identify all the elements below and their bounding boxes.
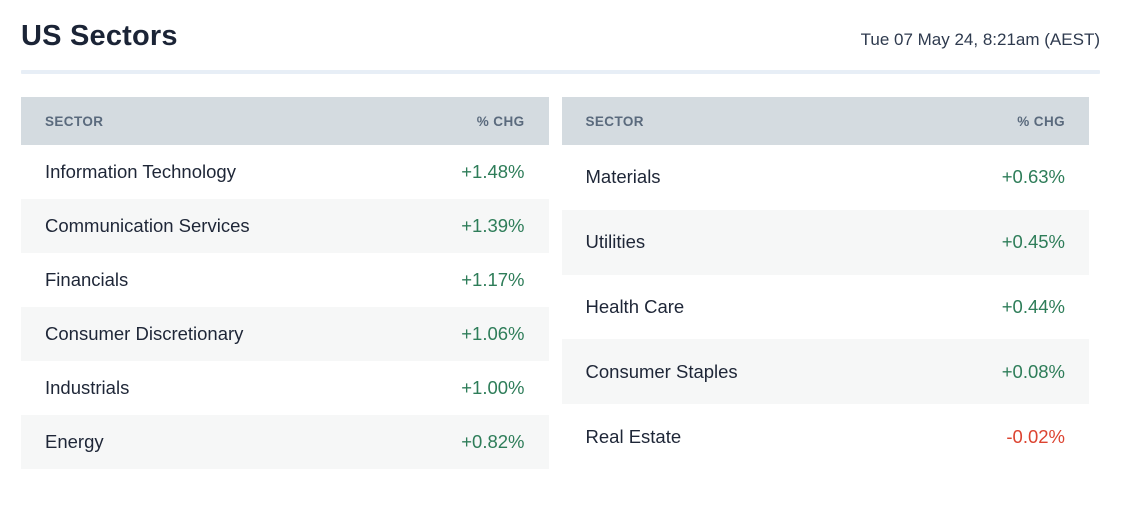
column-header-chg: % CHG bbox=[348, 97, 549, 145]
sector-change: +0.08% bbox=[1001, 360, 1065, 382]
sector-table-left: SECTOR % CHG Information Technology +1.4… bbox=[21, 97, 549, 469]
sector-change: +1.00% bbox=[461, 377, 525, 398]
table-row: Energy +0.82% bbox=[21, 415, 549, 469]
us-sectors-widget: US Sectors Tue 07 May 24, 8:21am (AEST) … bbox=[0, 20, 1128, 469]
sector-change: +1.17% bbox=[461, 269, 525, 290]
sector-name: Consumer Discretionary bbox=[45, 323, 244, 344]
sector-table-right: SECTOR % CHG Materials +0.63% Utilities … bbox=[561, 97, 1090, 469]
table-row: Industrials +1.00% bbox=[21, 361, 549, 415]
page-title: US Sectors bbox=[21, 20, 178, 52]
sector-change: +1.06% bbox=[461, 323, 525, 344]
table-row: Consumer Discretionary +1.06% bbox=[21, 307, 549, 361]
table-row: Health Care +0.44% bbox=[562, 275, 1090, 340]
table-row: Communication Services +1.39% bbox=[21, 199, 549, 253]
column-header-sector: SECTOR bbox=[21, 97, 349, 145]
sector-change: -0.02% bbox=[1006, 425, 1065, 447]
column-header-sector: SECTOR bbox=[561, 97, 889, 145]
table-row: Information Technology +1.48% bbox=[21, 145, 549, 199]
sector-name: Communication Services bbox=[45, 215, 250, 236]
sector-change: +1.48% bbox=[461, 161, 525, 182]
sector-name: Energy bbox=[45, 431, 104, 452]
sector-name: Consumer Staples bbox=[585, 360, 738, 382]
table-header-row: SECTOR % CHG bbox=[21, 97, 549, 145]
header-bar: US Sectors Tue 07 May 24, 8:21am (AEST) bbox=[0, 20, 1128, 53]
timestamp: Tue 07 May 24, 8:21am (AEST) bbox=[860, 30, 1100, 49]
sector-change: +0.63% bbox=[1001, 166, 1065, 188]
table-row: Real Estate -0.02% bbox=[562, 404, 1090, 469]
sector-tables: SECTOR % CHG Information Technology +1.4… bbox=[21, 97, 1089, 469]
sector-name: Materials bbox=[585, 166, 661, 188]
table-row: Utilities +0.45% bbox=[561, 209, 1089, 275]
column-header-chg: % CHG bbox=[888, 97, 1089, 145]
sector-name: Financials bbox=[45, 269, 129, 290]
sector-change: +0.45% bbox=[1001, 231, 1065, 253]
sector-name: Utilities bbox=[585, 231, 646, 253]
sector-change: +0.44% bbox=[1001, 295, 1065, 317]
sector-change: +0.82% bbox=[461, 431, 525, 452]
table-row: Financials +1.17% bbox=[21, 253, 549, 307]
sector-name: Real Estate bbox=[585, 425, 682, 447]
sector-name: Industrials bbox=[45, 377, 130, 398]
table-row: Materials +0.63% bbox=[562, 145, 1090, 210]
sector-name: Information Technology bbox=[45, 161, 236, 182]
table-header-row: SECTOR % CHG bbox=[561, 97, 1089, 145]
header-divider bbox=[21, 70, 1100, 74]
sector-change: +1.39% bbox=[461, 215, 525, 236]
table-row: Consumer Staples +0.08% bbox=[561, 339, 1089, 405]
sector-name: Health Care bbox=[585, 295, 685, 317]
